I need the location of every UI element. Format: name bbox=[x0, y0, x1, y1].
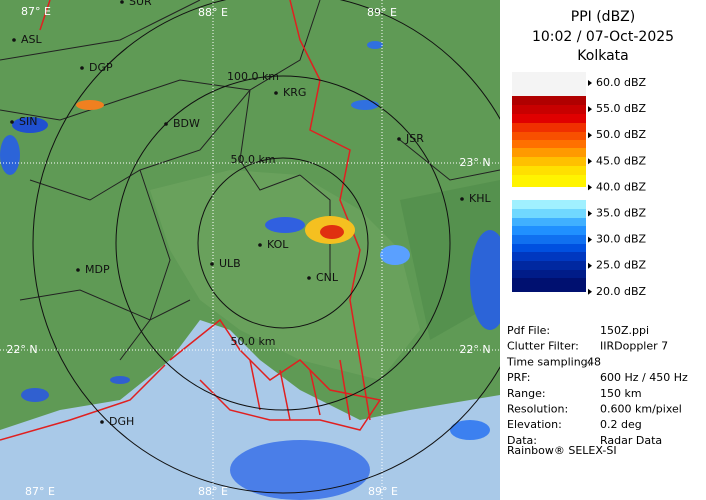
info-value: IIRDoppler 7 bbox=[600, 340, 668, 353]
grid-label: 89° E bbox=[368, 485, 398, 498]
info-value: 600 Hz / 450 Hz bbox=[600, 371, 688, 384]
range-label: 100.0 km bbox=[227, 70, 279, 83]
info-key: Resolution: bbox=[507, 403, 568, 416]
info-key: Time sampling: bbox=[506, 355, 591, 368]
place-dot bbox=[80, 66, 84, 70]
place-dot bbox=[100, 420, 104, 424]
info-key: Clutter Filter: bbox=[507, 340, 579, 353]
info-key: Elevation: bbox=[507, 418, 562, 431]
place-dot bbox=[274, 91, 278, 95]
range-rings bbox=[32, 0, 500, 494]
graticule bbox=[0, 0, 500, 500]
info-value: 0.600 km/pixel bbox=[600, 403, 682, 416]
place-dot bbox=[76, 268, 80, 272]
info-value: 0.2 deg bbox=[600, 418, 642, 431]
place-dot bbox=[12, 38, 16, 42]
legend-label: 25.0 dBZ bbox=[596, 259, 647, 272]
legend-arrow bbox=[588, 236, 592, 243]
grid-label: 88° E bbox=[198, 485, 228, 498]
place-dot bbox=[164, 122, 168, 126]
place-dot bbox=[10, 120, 14, 124]
place-dot bbox=[210, 262, 214, 266]
legend-arrow bbox=[588, 80, 592, 86]
place-label: KRG bbox=[283, 86, 306, 99]
range-label: 50.0 km bbox=[230, 153, 275, 166]
legend-arrow bbox=[588, 288, 592, 295]
footer: Rainbow® SELEX-SI bbox=[507, 444, 617, 457]
place-label: CNL bbox=[316, 271, 339, 284]
place-dot bbox=[120, 0, 124, 4]
grid-label: 89° E bbox=[367, 6, 397, 19]
place-label: ULB bbox=[219, 257, 241, 270]
map bbox=[0, 0, 500, 500]
legend-arrow bbox=[588, 262, 592, 269]
place-label: DGH bbox=[109, 415, 134, 428]
international-border bbox=[0, 0, 382, 441]
legend-label: 50.0 dBZ bbox=[596, 128, 647, 141]
legend-arrow bbox=[588, 158, 592, 165]
station: Kolkata bbox=[577, 48, 628, 64]
place-dot bbox=[460, 197, 464, 201]
info-key: Pdf File: bbox=[507, 324, 550, 337]
legend-label: 45.0 dBZ bbox=[596, 154, 647, 167]
legend-label: 30.0 dBZ bbox=[596, 233, 647, 246]
radar-echoes bbox=[0, 41, 500, 500]
grid-label: 87° E bbox=[25, 485, 55, 498]
legend-arrow bbox=[588, 210, 592, 217]
grid-label: 22° N bbox=[459, 343, 490, 356]
place-dot bbox=[307, 276, 311, 280]
info-key: PRF: bbox=[507, 371, 530, 384]
info-value: Radar Data bbox=[600, 434, 662, 447]
legend-label: 60.0 dBZ bbox=[596, 76, 647, 89]
info-value: 48 bbox=[587, 355, 601, 368]
title: PPI (dBZ) bbox=[571, 9, 635, 25]
info-value: 150Z.ppi bbox=[600, 324, 649, 337]
place-label: MDP bbox=[85, 263, 110, 276]
grid-label: 23° N bbox=[459, 156, 490, 169]
legend-label: 40.0 dBZ bbox=[596, 180, 647, 193]
legend-label: 55.0 dBZ bbox=[596, 102, 647, 115]
grid-label: 22° N bbox=[6, 343, 37, 356]
legend-arrow bbox=[588, 106, 592, 113]
place-label: ASL bbox=[21, 33, 43, 46]
color-scale bbox=[512, 72, 586, 292]
place-label: SIN bbox=[19, 115, 37, 128]
place-label: KHL bbox=[469, 192, 491, 205]
place-dot bbox=[258, 243, 262, 247]
legend-label: 35.0 dBZ bbox=[596, 207, 647, 220]
place-label: DGP bbox=[89, 61, 113, 74]
info-value: 150 km bbox=[600, 387, 642, 400]
legend-label: 20.0 dBZ bbox=[596, 285, 647, 298]
place-label: BDW bbox=[173, 117, 200, 130]
place-label: SUR bbox=[129, 0, 152, 8]
place-label: JSR bbox=[405, 132, 424, 145]
place-label: KOL bbox=[267, 238, 289, 251]
legend-arrow bbox=[588, 184, 592, 191]
legend-arrow bbox=[588, 132, 592, 139]
info-key: Range: bbox=[507, 387, 546, 400]
grid-label: 87° E bbox=[21, 5, 51, 18]
timestamp: 10:02 / 07-Oct-2025 bbox=[532, 29, 674, 45]
info-key: Data: bbox=[507, 434, 537, 447]
range-label: 50.0 km bbox=[230, 335, 275, 348]
district-borders bbox=[0, 0, 500, 361]
grid-label: 88° E bbox=[198, 6, 228, 19]
place-dot bbox=[397, 137, 401, 141]
